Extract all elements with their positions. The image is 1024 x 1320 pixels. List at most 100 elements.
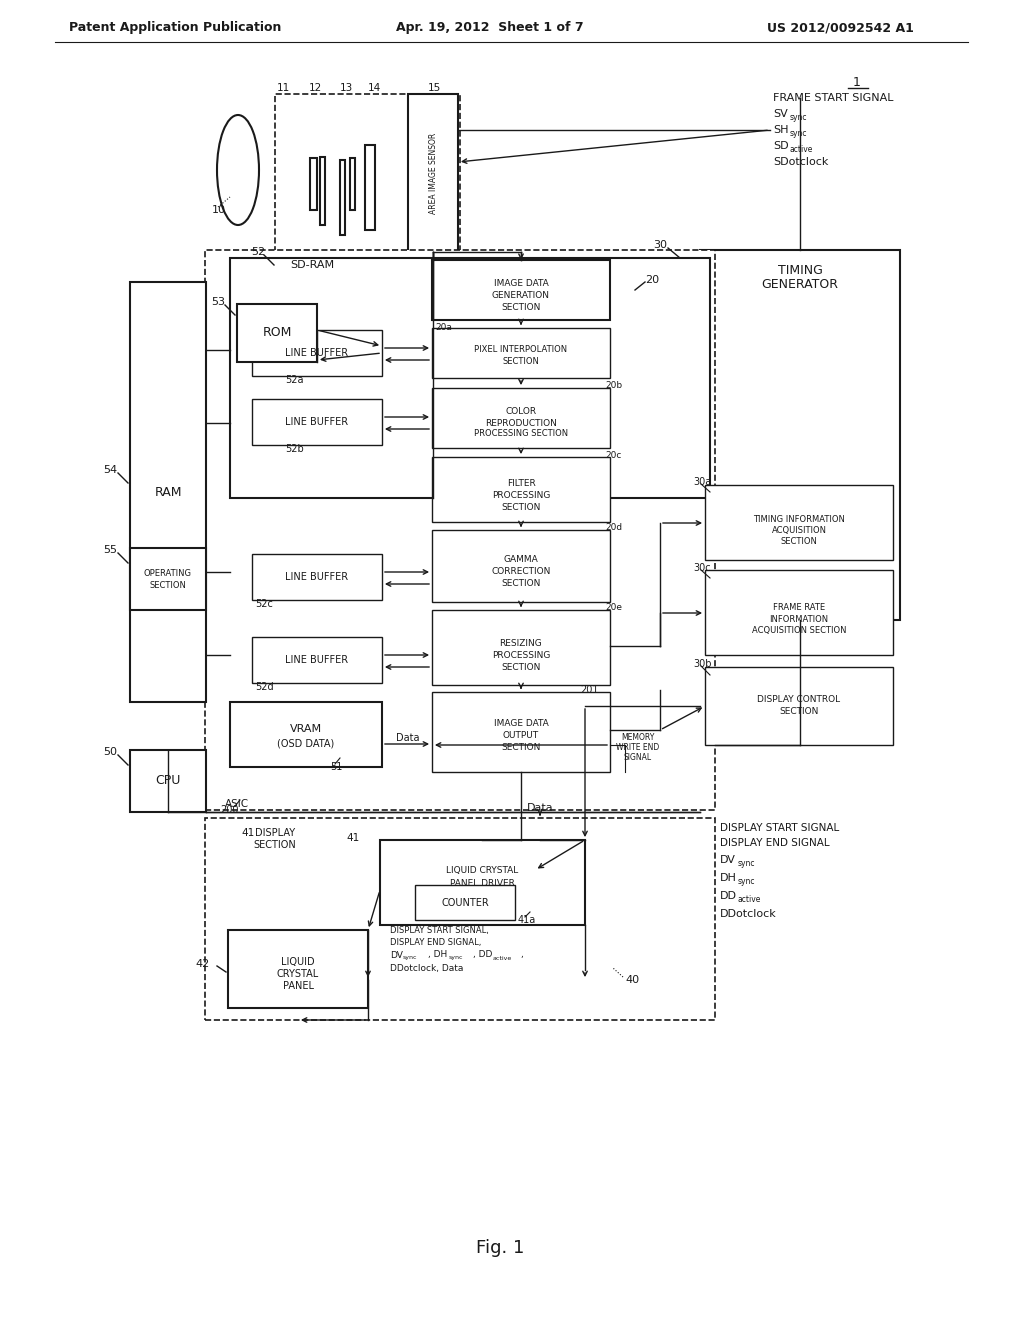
Text: 52b: 52b	[285, 444, 304, 454]
Text: DISPLAY START SIGNAL,: DISPLAY START SIGNAL,	[390, 925, 488, 935]
Text: IMAGE DATA: IMAGE DATA	[494, 719, 549, 729]
Text: 20b: 20b	[605, 381, 623, 391]
Bar	[432, 388, 610, 447]
Text: GAMMA: GAMMA	[504, 556, 539, 565]
Text: SH: SH	[773, 125, 788, 135]
Text: CORRECTION: CORRECTION	[492, 568, 551, 577]
Text: Fig. 1: Fig. 1	[476, 1239, 524, 1257]
Text: , DD: , DD	[473, 950, 493, 960]
Text: Patent Application Publication: Patent Application Publication	[69, 21, 282, 34]
Text: sync: sync	[790, 112, 808, 121]
Bar	[432, 457, 610, 521]
Text: SECTION: SECTION	[254, 840, 296, 850]
Text: 52a: 52a	[285, 375, 303, 385]
Bar	[252, 330, 382, 376]
Text: 30b: 30b	[693, 659, 712, 669]
Text: sync: sync	[790, 128, 808, 137]
Text: SECTION: SECTION	[502, 302, 541, 312]
Text: SECTION: SECTION	[502, 743, 541, 752]
Text: 10: 10	[212, 205, 226, 215]
Bar	[432, 692, 610, 772]
Text: SECTION: SECTION	[502, 663, 541, 672]
Text: 52c: 52c	[255, 599, 272, 609]
Bar	[228, 931, 368, 1008]
Text: active: active	[790, 144, 813, 153]
Text: FILTER: FILTER	[507, 479, 536, 488]
Bar	[130, 548, 206, 610]
Text: 51: 51	[330, 762, 342, 772]
Text: MEMORY: MEMORY	[622, 734, 654, 742]
Text: CPU: CPU	[156, 775, 180, 788]
Text: SIGNAL: SIGNAL	[624, 754, 652, 763]
Text: DISPLAY END SIGNAL,: DISPLAY END SIGNAL,	[390, 937, 481, 946]
Text: 30c: 30c	[693, 564, 711, 573]
Text: PROCESSING: PROCESSING	[492, 651, 550, 660]
Text: COLOR: COLOR	[506, 408, 537, 417]
Bar	[705, 667, 893, 744]
Text: DISPLAY END SIGNAL: DISPLAY END SIGNAL	[720, 838, 829, 847]
Bar	[340, 160, 345, 235]
Text: FRAME RATE: FRAME RATE	[773, 603, 825, 612]
Text: Data: Data	[396, 733, 420, 743]
Text: 42: 42	[196, 960, 210, 969]
Text: 30a: 30a	[693, 477, 712, 487]
Text: FRAME START SIGNAL: FRAME START SIGNAL	[773, 92, 894, 103]
Text: 12: 12	[308, 83, 322, 92]
Bar	[205, 818, 715, 1020]
Text: 30: 30	[653, 240, 667, 249]
Text: 15: 15	[427, 83, 440, 92]
Bar	[252, 399, 382, 445]
Text: PANEL DRIVER: PANEL DRIVER	[450, 879, 514, 887]
Text: SECTION: SECTION	[502, 578, 541, 587]
Text: 20d: 20d	[605, 524, 623, 532]
Text: , DH: , DH	[428, 950, 447, 960]
Bar	[252, 554, 382, 601]
Bar	[365, 145, 375, 230]
Bar	[252, 638, 382, 682]
Bar	[205, 249, 715, 810]
Bar	[705, 570, 893, 655]
Text: SECTION: SECTION	[780, 537, 817, 546]
Text: 1: 1	[853, 75, 861, 88]
Text: OUTPUT: OUTPUT	[503, 731, 539, 741]
Text: COUNTER: COUNTER	[441, 898, 488, 908]
Bar	[350, 158, 355, 210]
Text: 55: 55	[103, 545, 117, 554]
Text: VRAM: VRAM	[290, 723, 323, 734]
Text: Data: Data	[526, 803, 553, 813]
Text: 11: 11	[276, 83, 290, 92]
Text: REPRODUCTION: REPRODUCTION	[485, 418, 557, 428]
Text: sync: sync	[449, 956, 464, 961]
Text: LIQUID CRYSTAL: LIQUID CRYSTAL	[445, 866, 518, 874]
Text: SECTION: SECTION	[779, 706, 818, 715]
Text: sync: sync	[738, 858, 756, 867]
Ellipse shape	[217, 115, 259, 224]
Text: PIXEL INTERPOLATION: PIXEL INTERPOLATION	[474, 346, 567, 355]
Bar	[432, 260, 610, 319]
Text: PANEL: PANEL	[283, 981, 313, 991]
Text: SDotclock: SDotclock	[773, 157, 828, 168]
Text: TIMING: TIMING	[777, 264, 822, 276]
Text: 41a: 41a	[518, 915, 537, 925]
Bar	[432, 610, 610, 685]
Text: SV: SV	[773, 110, 787, 119]
Bar	[237, 304, 317, 362]
Text: 201: 201	[580, 685, 598, 696]
Text: 14: 14	[368, 83, 381, 92]
Text: LINE BUFFER: LINE BUFFER	[286, 348, 348, 358]
Text: CRYSTAL: CRYSTAL	[276, 969, 319, 979]
Text: ROM: ROM	[262, 326, 292, 339]
Text: DDotclock, Data: DDotclock, Data	[390, 964, 464, 973]
Text: SD-RAM: SD-RAM	[290, 260, 334, 271]
Text: DISPLAY CONTROL: DISPLAY CONTROL	[758, 694, 841, 704]
Bar	[130, 282, 206, 702]
Text: GENERATION: GENERATION	[492, 290, 550, 300]
Text: (OSD DATA): (OSD DATA)	[278, 739, 335, 748]
Text: LINE BUFFER: LINE BUFFER	[286, 417, 348, 426]
Text: active: active	[493, 956, 512, 961]
Text: DISPLAY: DISPLAY	[255, 828, 295, 838]
Text: 52d: 52d	[255, 682, 273, 692]
Text: 41: 41	[347, 833, 360, 843]
Bar	[230, 257, 710, 498]
Bar	[130, 750, 206, 812]
